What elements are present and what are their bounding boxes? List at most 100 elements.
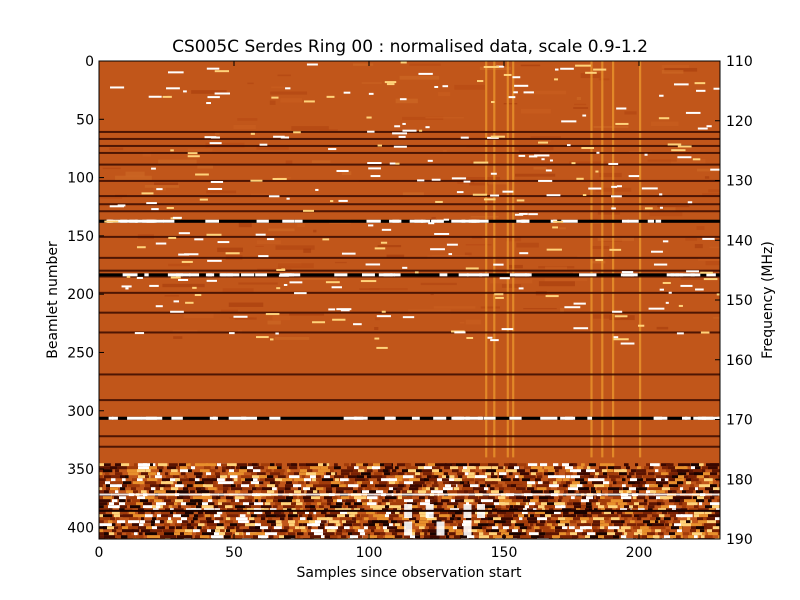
- heatmap-cell: [543, 529, 555, 533]
- heatmap-cell: [699, 484, 711, 488]
- heatmap-cell: [649, 502, 660, 506]
- heatmap-cell: [510, 502, 518, 506]
- heatmap-cell: [434, 85, 439, 88]
- heatmap-cell: [577, 484, 583, 488]
- heatmap-row: [99, 269, 720, 272]
- heatmap-cell: [99, 484, 103, 488]
- heatmap-cell: [358, 469, 365, 473]
- heatmap-cell: [571, 475, 584, 479]
- heatmap-cell: [446, 243, 458, 246]
- heatmap-cell: [430, 248, 445, 251]
- heatmap-cell: [565, 466, 574, 470]
- heatmap-cell: [275, 332, 279, 335]
- heatmap-cell: [691, 466, 696, 470]
- heatmap-cell: [136, 535, 144, 539]
- heatmap-cell: [487, 484, 491, 488]
- heatmap-cell: [437, 505, 442, 509]
- heatmap-cell: [270, 508, 277, 512]
- heatmap-cell: [512, 76, 521, 79]
- heatmap-cell: [431, 219, 444, 223]
- heatmap-cell: [467, 466, 476, 470]
- heatmap-cell: [205, 514, 211, 518]
- heatmap-cell: [299, 463, 307, 467]
- heatmap-cell: [640, 526, 649, 530]
- heatmap-cell: [261, 490, 273, 494]
- heatmap-cell: [115, 469, 120, 473]
- heatmap-cell: [141, 517, 145, 521]
- heatmap-cell: [408, 505, 418, 509]
- heatmap-cell: [340, 309, 350, 312]
- heatmap-cell: [168, 236, 177, 239]
- heatmap-cell: [265, 478, 275, 482]
- heatmap-cell: [358, 529, 365, 533]
- heatmap-cell: [343, 505, 347, 509]
- heatmap-cell: [398, 484, 405, 488]
- heatmap-column: [485, 61, 488, 458]
- heatmap-cell: [217, 478, 225, 482]
- heatmap-cell: [456, 463, 467, 467]
- heatmap-cell: [647, 535, 658, 539]
- heatmap-cell: [597, 487, 607, 491]
- heatmap-cell: [567, 502, 573, 506]
- heatmap-cell: [156, 188, 163, 191]
- y-tick-label: 100: [67, 171, 94, 187]
- heatmap-cell: [529, 502, 536, 506]
- heatmap-cell: [236, 517, 248, 521]
- heatmap-cell: [449, 481, 461, 485]
- x-tick-label: 200: [626, 545, 653, 561]
- heatmap-cell: [167, 535, 177, 539]
- heatmap-cell: [361, 273, 375, 277]
- heatmap-cell: [680, 496, 692, 500]
- heatmap-cell: [245, 505, 252, 509]
- heatmap-cell: [137, 496, 148, 500]
- heatmap-cell: [564, 306, 581, 309]
- heatmap-cell: [216, 526, 225, 530]
- heatmap-cell: [360, 416, 368, 420]
- heatmap-cell: [226, 511, 237, 515]
- heatmap-cell: [285, 87, 291, 90]
- heatmap-cell: [661, 463, 670, 467]
- heatmap-cell: [120, 219, 138, 223]
- heatmap-cell: [267, 320, 281, 325]
- heatmap-cell: [539, 499, 552, 503]
- heatmap-cell: [258, 255, 269, 258]
- heatmap-cell: [598, 505, 605, 509]
- heatmap-row: [99, 219, 720, 223]
- heatmap-cell: [214, 130, 220, 136]
- heatmap-cell: [614, 523, 623, 527]
- heatmap-cell: [346, 490, 359, 494]
- heatmap-cell: [640, 481, 647, 485]
- heatmap-cell: [431, 219, 437, 223]
- heatmap-cell: [409, 487, 419, 491]
- heatmap-cell: [399, 98, 407, 101]
- heatmap-cell: [545, 295, 559, 298]
- heatmap-cell: [450, 508, 461, 512]
- heatmap-cell: [671, 158, 706, 164]
- heatmap-cell: [168, 263, 190, 267]
- heatmap-cell: [649, 212, 683, 217]
- heatmap-cell: [409, 499, 416, 503]
- heatmap-cell: [604, 535, 615, 539]
- heatmap-cell: [428, 463, 437, 467]
- heatmap-cell: [653, 535, 660, 539]
- heatmap-cell: [629, 505, 634, 509]
- heatmap-cell: [368, 526, 377, 530]
- heatmap-cell: [231, 466, 235, 470]
- heatmap-cell: [155, 475, 162, 479]
- heatmap-cell: [625, 511, 636, 515]
- heatmap-cell: [251, 514, 257, 518]
- heatmap-cell: [216, 496, 221, 500]
- heatmap-cell: [127, 466, 140, 470]
- heatmap-cell: [680, 284, 693, 287]
- heatmap-cell: [175, 484, 184, 488]
- heatmap-cell: [125, 475, 129, 479]
- heatmap-cell: [397, 463, 410, 467]
- heatmap-cell: [348, 487, 353, 491]
- heatmap-cell: [397, 526, 409, 530]
- heatmap-cell: [369, 499, 373, 503]
- heatmap-cell: [561, 219, 578, 223]
- heatmap-cell: [434, 481, 438, 485]
- heatmap-cell: [356, 517, 363, 521]
- heatmap-cell: [324, 508, 329, 512]
- heatmap-cell: [463, 484, 476, 488]
